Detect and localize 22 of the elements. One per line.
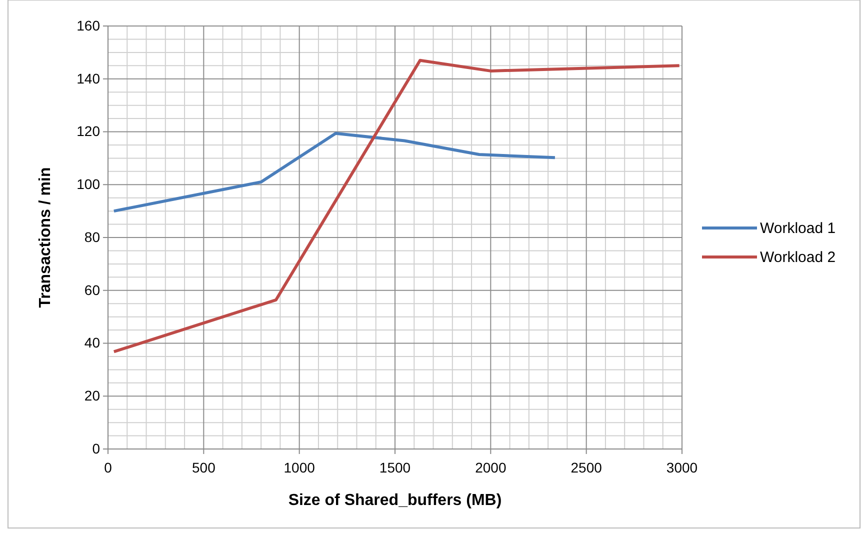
- y-tick-label: 0: [92, 440, 100, 456]
- x-tick-label: 1500: [379, 459, 411, 476]
- y-tick-label: 20: [84, 388, 100, 404]
- y-tick-label: 160: [76, 17, 100, 34]
- y-tick-label: 60: [84, 282, 100, 298]
- legend-label: Workload 1: [760, 220, 836, 237]
- x-tick-label: 500: [192, 459, 216, 476]
- x-axis-title: Size of Shared_buffers (MB): [288, 492, 502, 509]
- y-tick-label: 40: [84, 334, 100, 351]
- legend-label: Workload 2: [760, 249, 836, 266]
- y-tick-label: 120: [76, 123, 100, 140]
- y-tick-label: 100: [76, 176, 100, 192]
- line-series: [112, 58, 681, 354]
- x-tick-label: 0: [104, 459, 112, 476]
- x-tick-label: 2500: [570, 459, 602, 476]
- y-axis-title: Transactions / min: [37, 167, 54, 308]
- y-tick-label: 80: [84, 228, 100, 245]
- x-tick-label: 2000: [475, 459, 506, 476]
- line-series: [112, 132, 556, 213]
- x-tick-label: 1000: [284, 459, 316, 476]
- y-tick-label: 140: [76, 70, 100, 86]
- x-tick-label: 3000: [666, 459, 698, 476]
